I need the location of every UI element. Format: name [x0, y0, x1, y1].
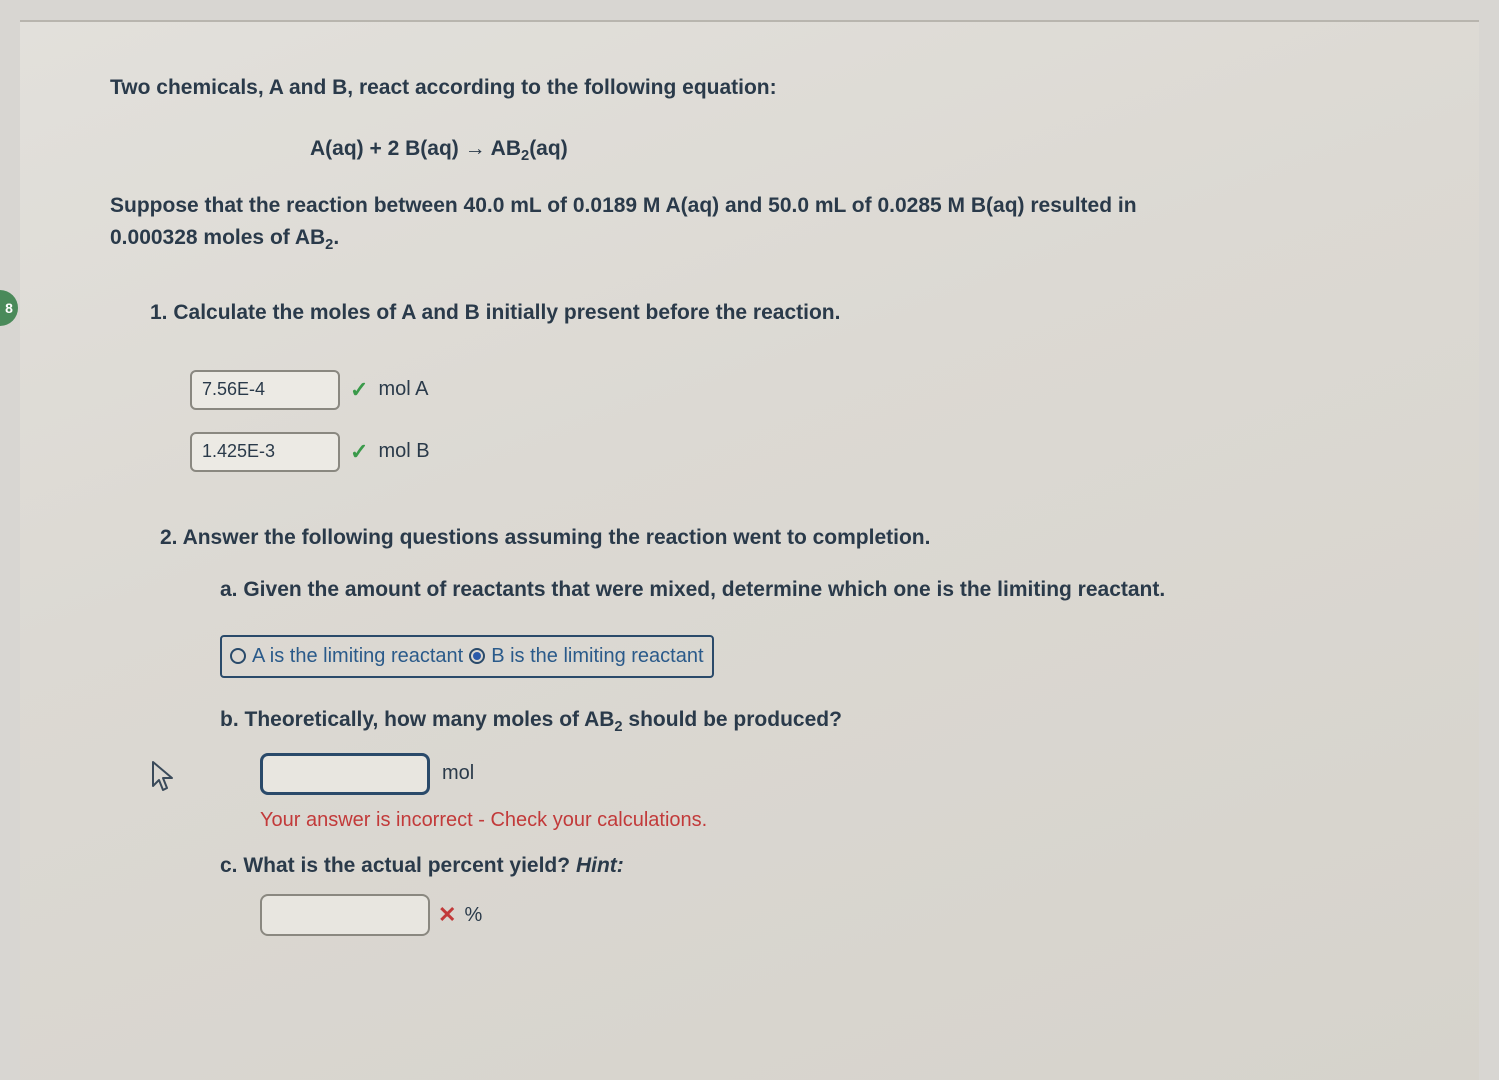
radio-b-label: B is the limiting reactant	[491, 641, 703, 672]
q2b-prompt-pre: b. Theoretically, how many moles of AB	[220, 708, 614, 731]
cross-icon: ✕	[438, 898, 456, 932]
q2a-options: A is the limiting reactant B is the limi…	[220, 627, 1270, 678]
q2c-prompt-pre: c. What is the actual percent yield?	[220, 854, 576, 877]
q1-prompt: 1. Calculate the moles of A and B initia…	[150, 297, 1389, 330]
equation-arrow: →	[465, 137, 486, 160]
equation-lhs: A(aq) + 2 B(aq)	[310, 137, 459, 160]
question-panel: Two chemicals, A and B, react according …	[20, 20, 1479, 1080]
q1-mol-b-input[interactable]	[190, 432, 340, 472]
intro-line-2: Suppose that the reaction between 40.0 m…	[110, 190, 1310, 258]
q2b-unit: mol	[442, 758, 474, 789]
q2c-answer-row: ✕ %	[260, 894, 1389, 936]
q2b-prompt-sub: 2	[614, 719, 622, 735]
intro-line-2a: Suppose that the reaction between 40.0 m…	[110, 194, 1137, 217]
q2a-prompt: a. Given the amount of reactants that we…	[220, 574, 1270, 607]
check-icon: ✓	[350, 373, 368, 407]
q2-prompt: 2. Answer the following questions assumi…	[160, 522, 1389, 555]
intro-line-2b-a: 0.000328 moles of AB	[110, 226, 325, 249]
check-icon: ✓	[350, 435, 368, 469]
question-number-badge: 8	[0, 290, 18, 326]
equation-rhs-a: AB	[491, 137, 521, 160]
q2b-answer-row: mol	[260, 753, 1389, 795]
equation-rhs-b: (aq)	[529, 137, 568, 160]
q2c-prompt: c. What is the actual percent yield? Hin…	[220, 850, 1389, 883]
radio-b[interactable]	[469, 648, 485, 664]
q2c-unit: %	[464, 900, 482, 931]
q1-mol-a-input[interactable]	[190, 370, 340, 410]
q1-mol-a-unit: mol A	[378, 374, 428, 405]
q1-answer-b-row: ✓ mol B	[190, 432, 1389, 472]
equation-rhs-sub: 2	[521, 148, 529, 164]
q1-mol-b-unit: mol B	[378, 436, 429, 467]
intro-line-1: Two chemicals, A and B, react according …	[110, 72, 1310, 105]
q2c-percent-input[interactable]	[260, 894, 430, 936]
reaction-equation: A(aq) + 2 B(aq) → AB2(aq)	[310, 133, 1389, 168]
q2b-prompt: b. Theoretically, how many moles of AB2 …	[220, 704, 1389, 739]
q2b-mol-input[interactable]	[260, 753, 430, 795]
q2c-hint: Hint:	[576, 854, 624, 877]
q2b-feedback: Your answer is incorrect - Check your ca…	[260, 805, 1389, 836]
intro-line-2b-b: .	[333, 226, 339, 249]
radio-a-label: A is the limiting reactant	[252, 641, 463, 672]
radio-a[interactable]	[230, 648, 246, 664]
q2b-prompt-post: should be produced?	[623, 708, 842, 731]
limiting-reactant-radio-group: A is the limiting reactant B is the limi…	[220, 635, 714, 678]
content-area: Two chemicals, A and B, react according …	[110, 72, 1389, 936]
q1-answer-a-row: ✓ mol A	[190, 370, 1389, 410]
